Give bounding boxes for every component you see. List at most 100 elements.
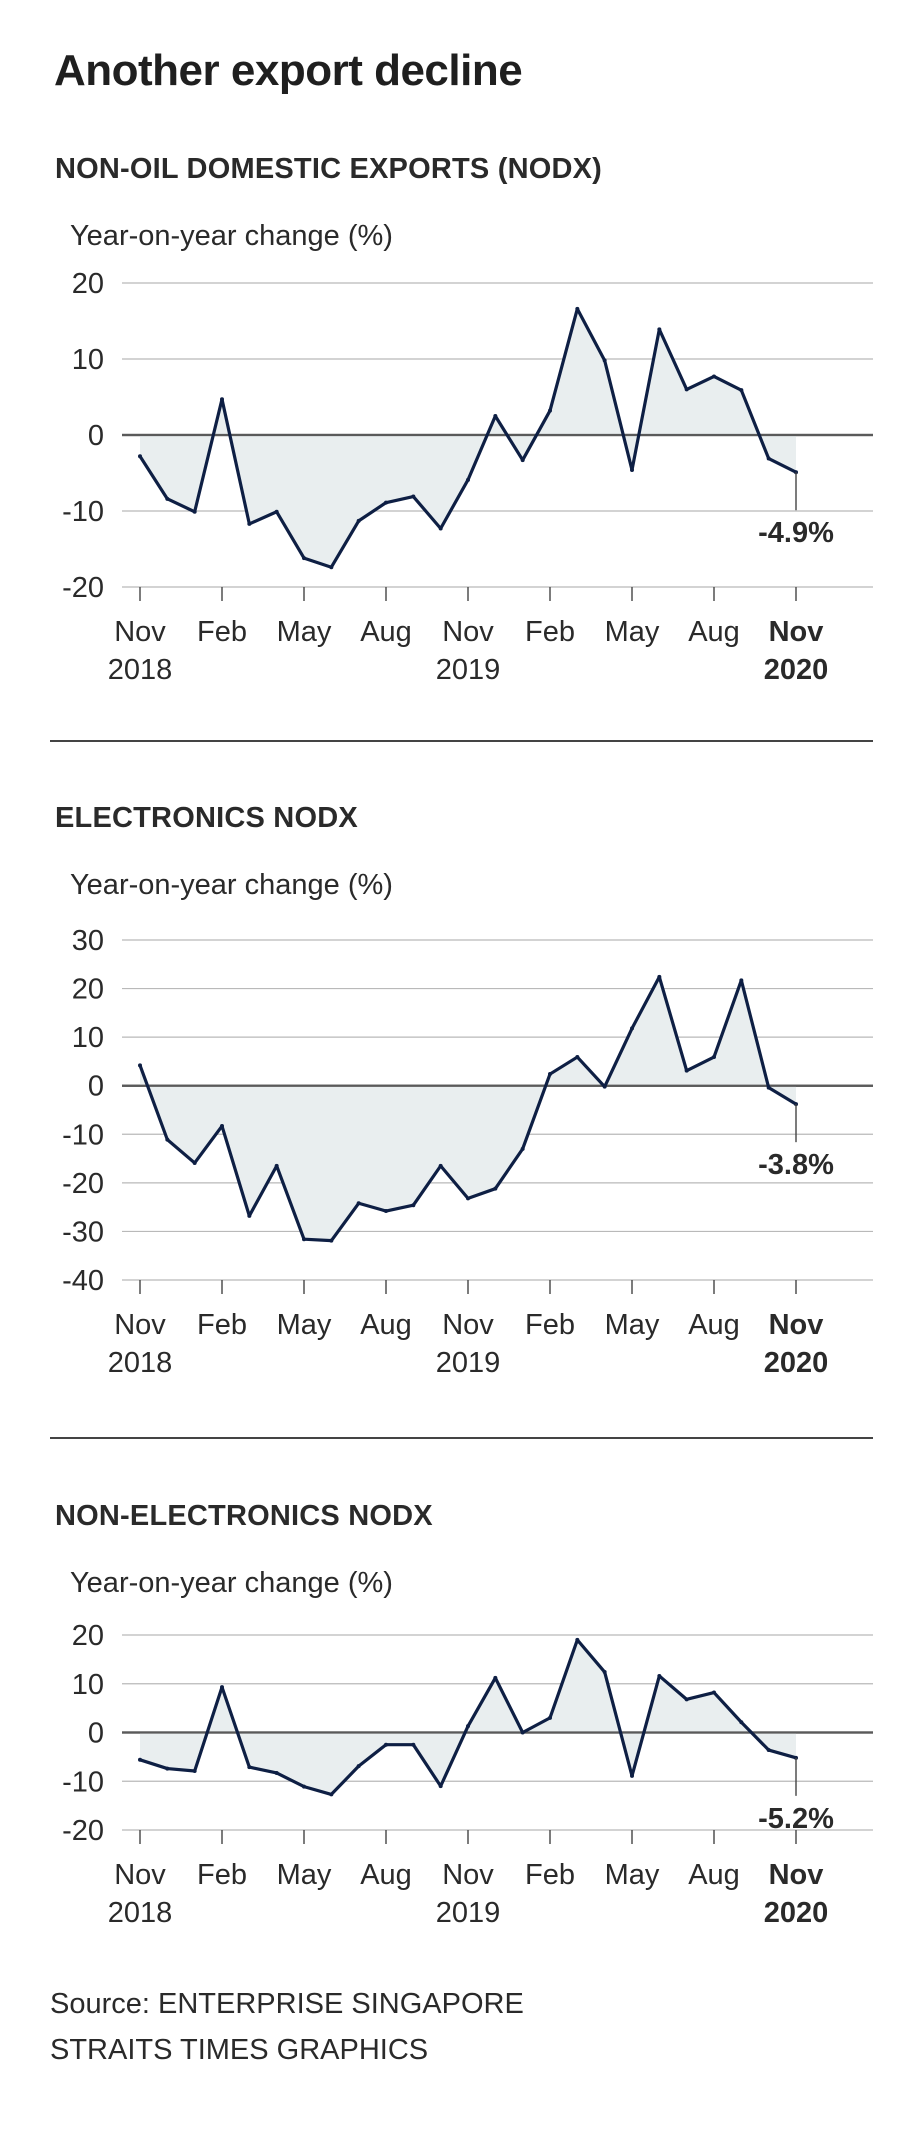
data-point [712, 1690, 716, 1695]
data-point [684, 387, 689, 392]
y-axis-label: Year-on-year change (%) [70, 220, 393, 252]
chart-panel-electronics: ELECTRONICS NODX Year-on-year change (%)… [0, 802, 920, 1442]
y-axis-label: Year-on-year change (%) [70, 869, 393, 901]
x-tick-label: Nov [114, 1309, 166, 1341]
x-tick-label: Nov [769, 1309, 824, 1341]
chart-title-electronics: ELECTRONICS NODX [55, 802, 358, 834]
chart-panel-non-electronics: NON-ELECTRONICS NODX Year-on-year change… [0, 1500, 920, 2140]
x-tick-year-label: 2019 [436, 1897, 501, 1929]
data-point [684, 1697, 689, 1702]
data-point [138, 1063, 142, 1068]
data-point [766, 456, 771, 461]
y-tick-label: -20 [62, 572, 104, 604]
data-point [739, 1720, 744, 1725]
data-point [548, 1072, 552, 1077]
y-tick-label: 10 [72, 1669, 104, 1701]
y-tick-label: -10 [62, 1766, 104, 1798]
series-area [140, 1639, 796, 1795]
y-tick-label: -10 [62, 496, 104, 528]
data-point [384, 1209, 388, 1214]
data-point [356, 518, 361, 523]
series-area [140, 976, 796, 1241]
y-tick-label: -10 [62, 1119, 104, 1151]
annotation-label: -4.9% [758, 517, 834, 549]
data-point [712, 1055, 716, 1060]
data-point [684, 1068, 689, 1073]
x-tick-label: Nov [769, 1859, 824, 1891]
x-tick-label: Feb [197, 1309, 247, 1341]
x-tick-label: Nov [114, 616, 166, 648]
y-tick-label: 20 [72, 268, 104, 300]
data-point [466, 1724, 470, 1729]
data-point [548, 408, 552, 413]
x-tick-label: Feb [197, 1859, 247, 1891]
data-point [575, 1055, 580, 1060]
data-point [466, 477, 470, 482]
x-tick-label: Feb [525, 1309, 575, 1341]
data-point [356, 1764, 361, 1769]
data-point [329, 565, 334, 570]
data-point [274, 1770, 279, 1775]
data-point [220, 1124, 224, 1129]
data-point [657, 327, 662, 332]
x-tick-year-label: 2020 [764, 654, 829, 686]
data-point [438, 526, 443, 531]
data-point [247, 1213, 252, 1218]
chart-electronics: Year-on-year change (%) 30 20 10 0 -10 -20 -30 -… [62, 869, 873, 1379]
x-tick-year-label: 2020 [764, 1897, 829, 1929]
data-point [794, 1755, 798, 1760]
chart-panel-nodx: NON-OIL DOMESTIC EXPORTS (NODX) Year-on-… [0, 153, 920, 793]
x-tick-label: Nov [442, 1309, 494, 1341]
x-tick-label: May [277, 1309, 332, 1341]
x-tick-label: Nov [442, 616, 494, 648]
x-tick-label: Nov [442, 1859, 494, 1891]
x-tick-label: Aug [688, 1859, 740, 1891]
data-point [165, 496, 170, 501]
data-point [657, 1673, 662, 1678]
data-point [712, 374, 716, 379]
y-tick-label: 0 [88, 1718, 104, 1750]
data-point [493, 1186, 498, 1191]
x-tick-label: Aug [688, 1309, 740, 1341]
x-tick-label: Feb [525, 616, 575, 648]
divider-2 [50, 1437, 873, 1439]
source-line: Source: ENTERPRISE SINGAPORE [50, 1988, 524, 2020]
data-point [575, 306, 580, 311]
data-point [794, 1102, 798, 1107]
x-tick-label: May [277, 616, 332, 648]
data-point [466, 1196, 470, 1201]
x-tick-year-label: 2019 [436, 654, 501, 686]
data-point [411, 1203, 416, 1208]
data-point [766, 1085, 771, 1090]
data-point [630, 1026, 634, 1031]
x-tick-label: May [605, 1309, 660, 1341]
x-tick-year-label: 2020 [764, 1347, 829, 1379]
annotation-label: -3.8% [758, 1149, 834, 1181]
chart-title-non-electronics: NON-ELECTRONICS NODX [55, 1500, 433, 1532]
data-point [548, 1715, 552, 1720]
data-point [520, 1146, 525, 1151]
y-tick-label: 20 [72, 1620, 104, 1652]
data-point [575, 1637, 580, 1642]
data-point [384, 1742, 388, 1747]
x-tick-label: Nov [114, 1859, 166, 1891]
x-tick-label: Aug [360, 616, 412, 648]
data-point [165, 1766, 170, 1771]
series-area [140, 308, 796, 568]
page-title: Another export decline [54, 46, 523, 95]
x-tick-year-label: 2019 [436, 1347, 501, 1379]
data-point [630, 467, 634, 472]
data-point [247, 521, 252, 526]
annotation-label: -5.2% [758, 1803, 834, 1835]
data-point [657, 974, 662, 979]
data-point [192, 1769, 197, 1774]
y-axis-label: Year-on-year change (%) [70, 1567, 393, 1599]
x-tick-year-label: 2018 [108, 654, 173, 686]
data-point [493, 1675, 498, 1680]
data-point [356, 1201, 361, 1206]
x-tick-year-label: 2018 [108, 1897, 173, 1929]
chart-title-nodx: NON-OIL DOMESTIC EXPORTS (NODX) [55, 153, 603, 185]
y-tick-label: -30 [62, 1216, 104, 1248]
x-tick-label: Aug [360, 1859, 412, 1891]
data-point [302, 1784, 306, 1789]
